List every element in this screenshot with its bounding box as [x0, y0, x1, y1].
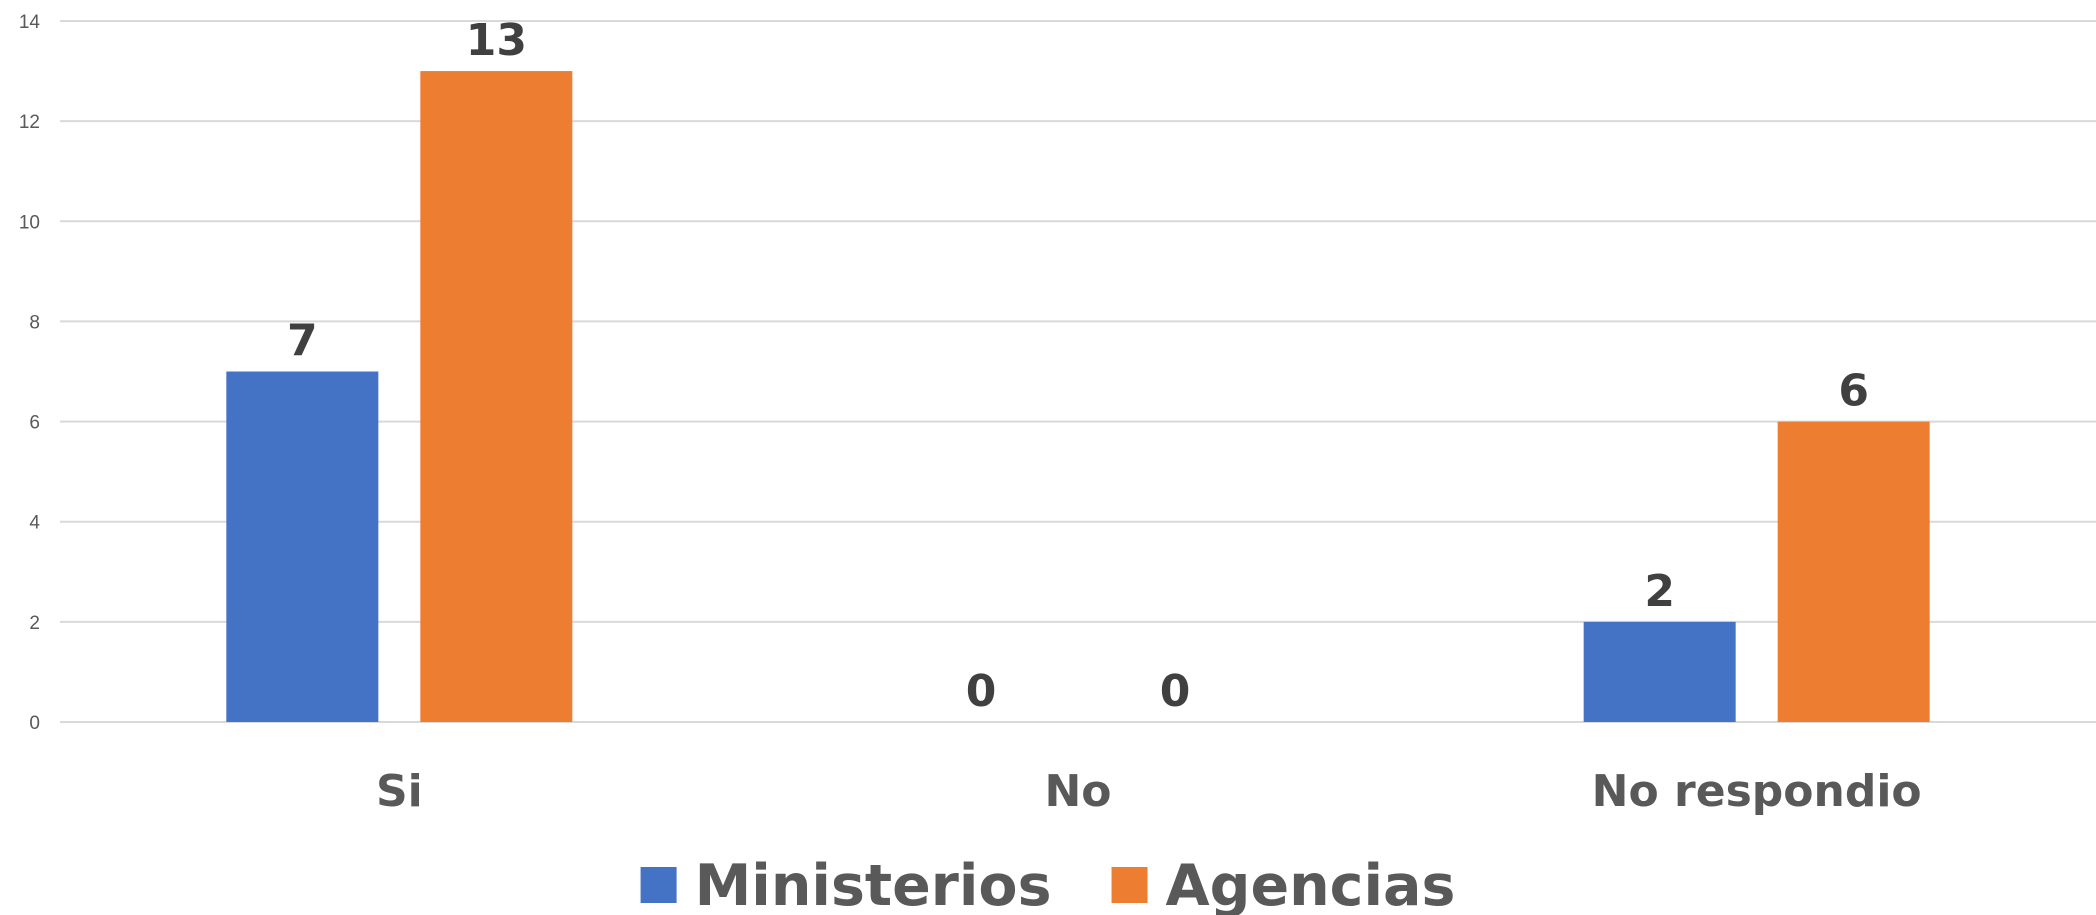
x-axis: Si No No respondio: [376, 766, 1922, 817]
y-tick-label: 10: [19, 212, 40, 233]
bars: [226, 71, 1930, 723]
legend-swatch-agencias: [1111, 867, 1148, 903]
data-label: 13: [466, 15, 527, 66]
legend-swatch-ministerios: [640, 867, 677, 903]
x-category-label: No: [1044, 766, 1111, 817]
y-tick-label: 14: [19, 12, 41, 33]
bar-ministerios-2: [1583, 621, 1736, 722]
y-tick-label: 4: [29, 513, 40, 534]
y-tick-label: 12: [19, 112, 40, 133]
data-label: 0: [1160, 666, 1191, 717]
y-tick-label: 2: [29, 613, 40, 634]
bar-agencias-2: [1777, 421, 1930, 722]
data-label: 2: [1644, 566, 1675, 617]
data-label: 6: [1838, 366, 1869, 417]
data-label: 7: [287, 316, 318, 367]
data-labels: 7 13 0 0 2 6: [287, 15, 1869, 717]
x-category-label: Si: [376, 766, 423, 817]
x-category-label: No respondio: [1592, 766, 1922, 817]
y-tick-label: 6: [29, 413, 40, 434]
gridlines: [60, 20, 2096, 723]
legend-label-ministerios: Ministerios: [695, 853, 1052, 915]
data-label: 0: [966, 666, 997, 717]
y-tick-label: 0: [29, 713, 40, 734]
bar-ministerios-0: [226, 371, 379, 722]
legend-label-agencias: Agencias: [1166, 853, 1456, 915]
legend: Ministerios Agencias: [640, 853, 1456, 915]
y-tick-label: 8: [29, 312, 40, 333]
bar-agencias-0: [420, 71, 573, 723]
y-axis: 0 2 4 6 8 10 12 14: [19, 12, 41, 734]
